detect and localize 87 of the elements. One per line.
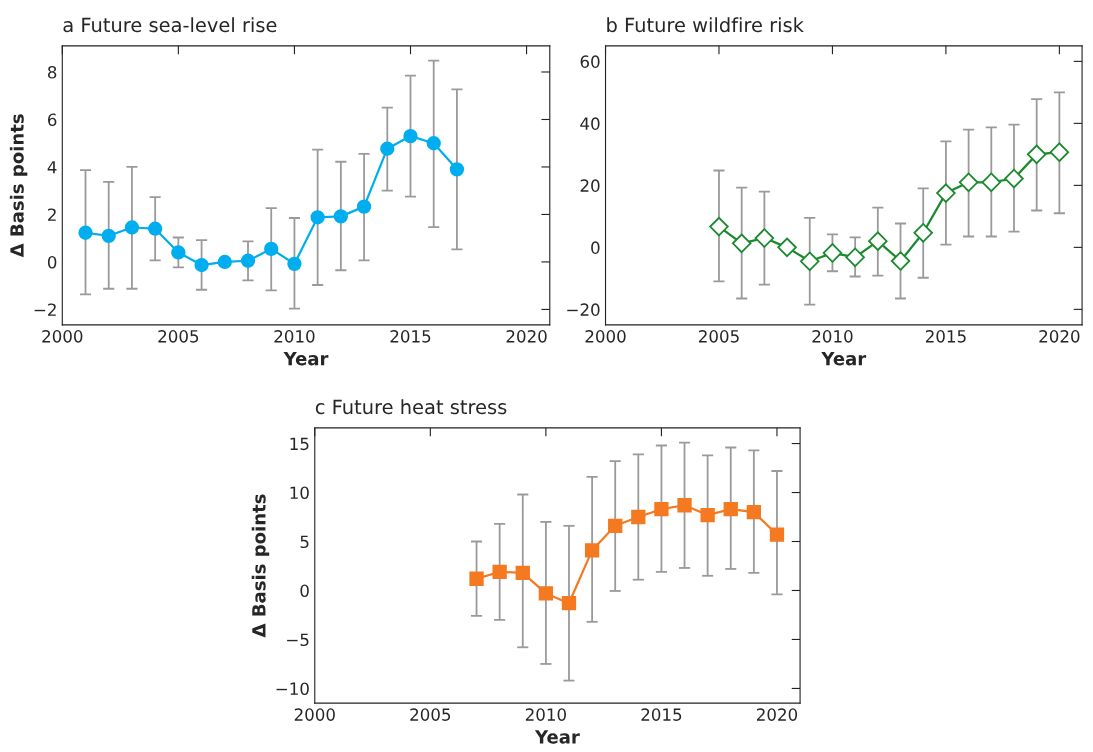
point (78, 225, 93, 240)
x-tick-label: 2020 (756, 708, 798, 721)
point (217, 254, 232, 270)
x-tick-label: 2005 (410, 708, 451, 721)
point (746, 504, 762, 520)
point (403, 128, 418, 144)
point (469, 571, 484, 586)
point (608, 518, 623, 533)
x-tick-label: 2000 (294, 708, 335, 721)
point (147, 221, 163, 236)
y-tick-label: 0 (591, 241, 600, 254)
x-tick-label: 2015 (641, 708, 682, 721)
y-tick-label: 8 (47, 65, 57, 79)
point (731, 233, 752, 254)
y-tick-label: −20 (567, 303, 600, 316)
point (754, 228, 775, 248)
point (709, 216, 729, 237)
point (240, 253, 256, 268)
x-tick-label: 2015 (925, 330, 966, 343)
point (913, 223, 933, 243)
point (936, 183, 956, 203)
chart-title: c Future heat stress (315, 399, 507, 415)
y-tick-label: 20 (580, 179, 600, 192)
y-tick-label: −10 (276, 682, 309, 695)
point (287, 256, 302, 271)
point (1026, 144, 1047, 165)
point (700, 507, 715, 523)
x-tick-label: 2010 (525, 708, 566, 721)
x-tick-label: 2010 (812, 330, 853, 343)
y-tick-label: 15 (290, 437, 309, 451)
x-axis-title: Year (283, 351, 329, 366)
point (777, 237, 797, 258)
point (890, 251, 911, 271)
y-axis-title: Δ Basis points (251, 494, 270, 638)
point (631, 509, 646, 525)
point (981, 172, 1002, 193)
point (800, 251, 820, 272)
point (426, 136, 441, 151)
x-tick-label: 2010 (274, 330, 315, 343)
y-tick-label: −2 (34, 303, 56, 316)
point (492, 564, 507, 580)
point (449, 162, 465, 177)
x-tick-label: 2005 (699, 330, 739, 343)
x-tick-label: 2020 (1039, 330, 1080, 343)
point (380, 141, 395, 156)
y-tick-label: 6 (48, 113, 57, 127)
point (264, 241, 279, 257)
y-tick-label: 5 (300, 535, 309, 549)
y-tick-label: 60 (580, 55, 600, 68)
y-tick-label: 4 (47, 161, 57, 174)
point (538, 586, 554, 601)
point (333, 209, 349, 224)
point (723, 502, 738, 517)
point (868, 231, 888, 251)
point (515, 565, 530, 581)
x-axis-title: Year (534, 730, 580, 744)
chart-title: a Future sea-level rise (63, 17, 277, 33)
point (1004, 168, 1024, 189)
y-tick-label: 2 (48, 208, 56, 221)
y-tick-label: 0 (47, 255, 57, 269)
point (194, 257, 209, 273)
point (124, 220, 140, 235)
point (845, 247, 865, 268)
point (654, 502, 669, 517)
x-tick-label: 2000 (42, 330, 83, 343)
point (677, 498, 692, 513)
point (822, 243, 843, 263)
y-axis-title: Δ Basis points (9, 114, 28, 258)
y-tick-label: 10 (290, 486, 309, 500)
point (584, 543, 600, 558)
point (561, 596, 577, 611)
point (1049, 142, 1070, 162)
point (101, 228, 116, 243)
x-tick-label: 2005 (158, 330, 199, 343)
y-tick-label: −5 (287, 633, 309, 647)
x-tick-label: 2015 (390, 330, 431, 343)
point (769, 527, 785, 542)
point (356, 199, 372, 214)
x-tick-label: 2000 (585, 330, 626, 343)
chart-title: b Future wildfire risk (607, 17, 804, 33)
x-axis-title: Year (821, 351, 867, 366)
y-tick-label: 40 (580, 117, 600, 130)
y-tick-label: 0 (300, 584, 309, 598)
point (958, 172, 979, 193)
x-tick-label: 2020 (506, 330, 547, 343)
point (171, 245, 186, 260)
point (310, 210, 325, 225)
